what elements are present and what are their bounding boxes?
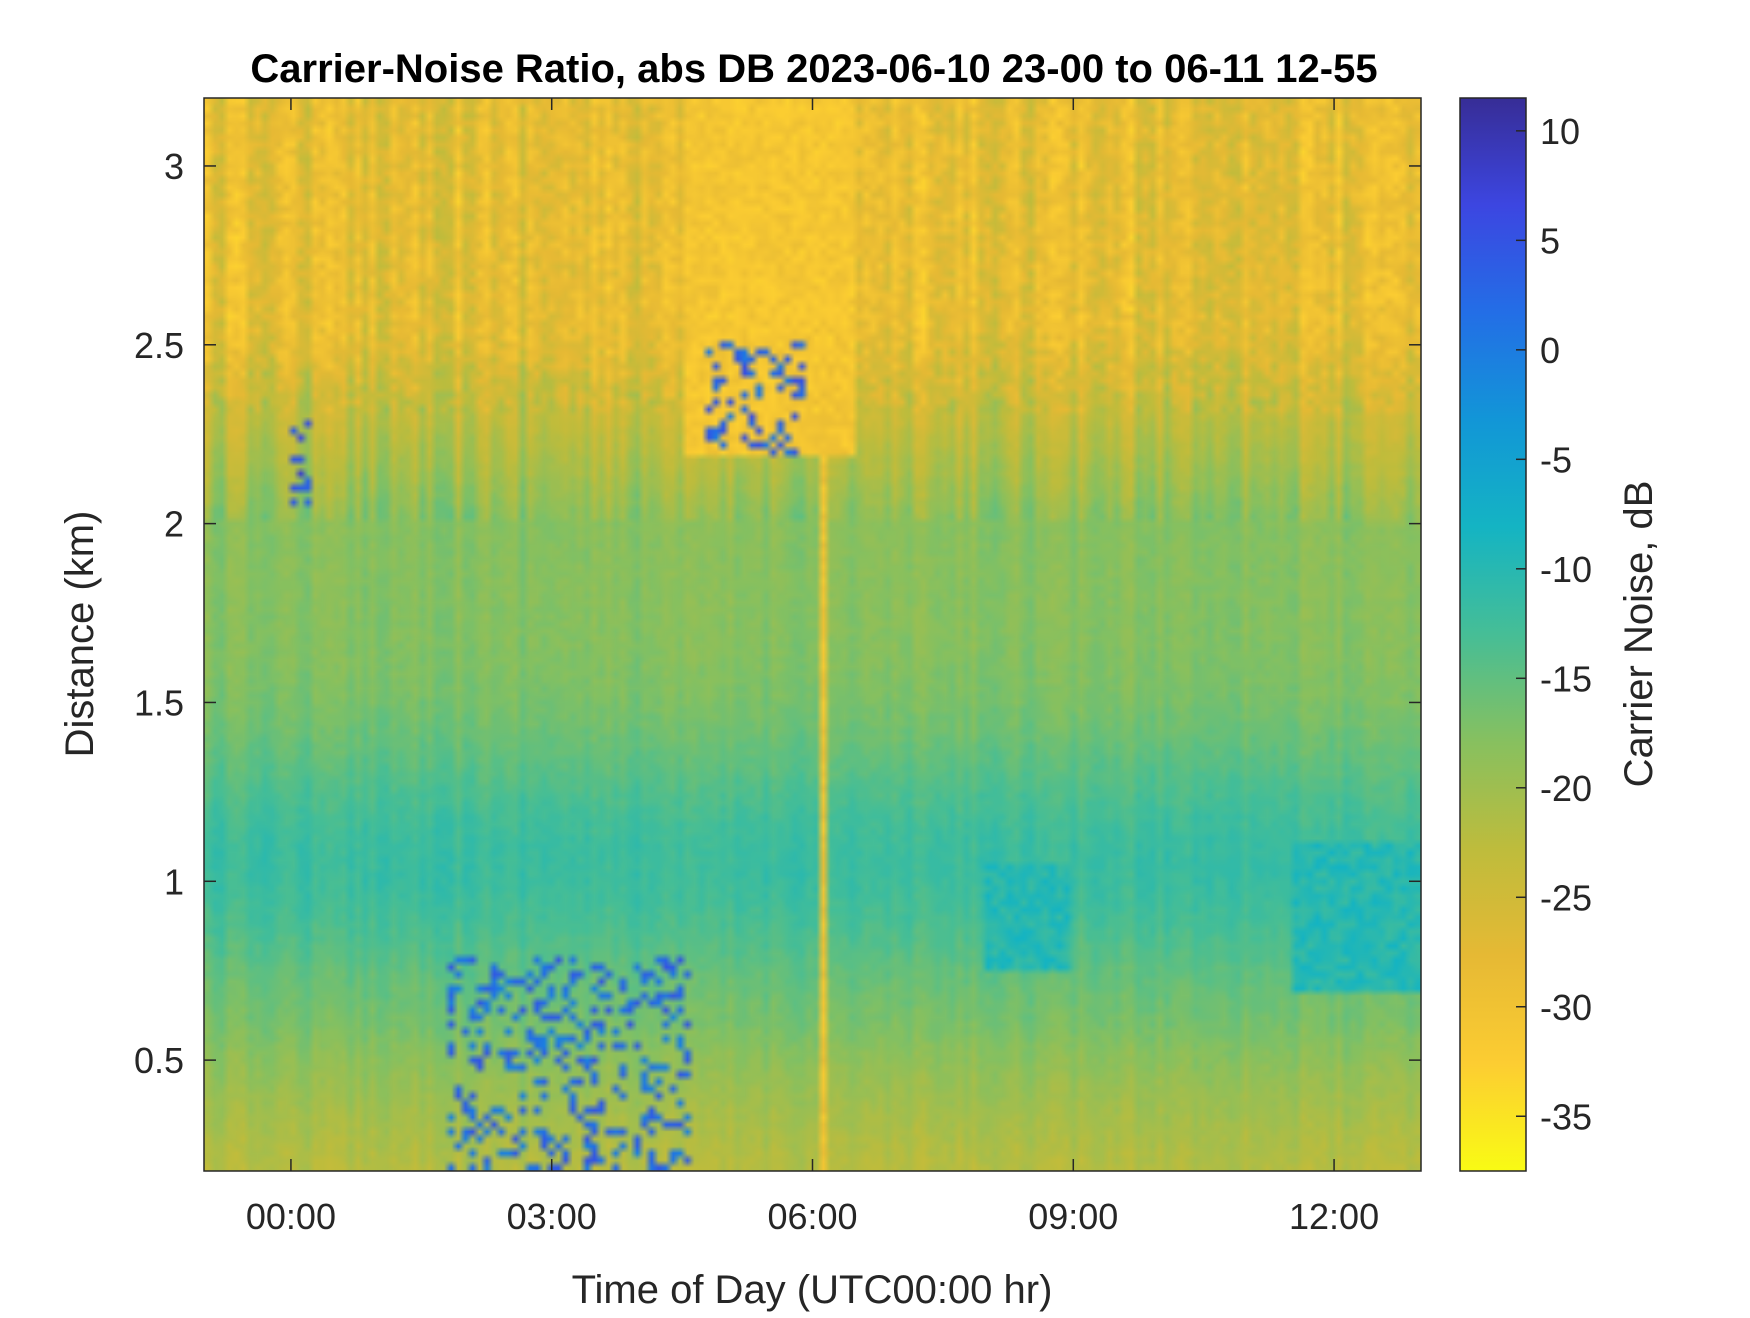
colorbar-tick-label: 0: [1540, 330, 1560, 371]
x-tick-label: 09:00: [1028, 1196, 1118, 1237]
plot-area: [203, 97, 1422, 1172]
heatmap-image: [204, 98, 1421, 1171]
x-tick-label: 12:00: [1289, 1196, 1379, 1237]
colorbar-tick-label: -5: [1540, 439, 1572, 480]
colorbar: 10 5 0 -5 -10 -15 -20 -25 -30 -35 Carrier Noise, …: [1459, 97, 1661, 1172]
x-tick-label: 06:00: [767, 1196, 857, 1237]
y-tick-label: 1.5: [134, 682, 184, 723]
colorbar-gradient: [1459, 97, 1527, 1172]
colorbar-tick-label: -10: [1540, 549, 1592, 590]
colorbar-tick-label: -30: [1540, 987, 1592, 1028]
x-axis-label: Time of Day (UTC00:00 hr): [572, 1268, 1053, 1312]
chart-title: Carrier-Noise Ratio, abs DB 2023-06-10 2…: [250, 47, 1377, 91]
y-tick-label: 2.5: [134, 325, 184, 366]
x-axis: 00:00 03:00 06:00 09:00 12:00: [246, 98, 1379, 1237]
colorbar-tick-label: 10: [1540, 111, 1580, 152]
y-tick-label: 0.5: [134, 1040, 184, 1081]
y-tick-label: 1: [164, 861, 184, 902]
y-axis-label: Distance (km): [58, 511, 102, 758]
colorbar-tick-label: 5: [1540, 220, 1560, 261]
colorbar-tick-label: -35: [1540, 1096, 1592, 1137]
colorbar-ticks: 10 5 0 -5 -10 -15 -20 -25 -30 -35: [1516, 111, 1592, 1137]
y-tick-label: 2: [164, 504, 184, 545]
colorbar-tick-label: -15: [1540, 658, 1592, 699]
colorbar-tick-label: -25: [1540, 877, 1592, 918]
y-tick-label: 3: [164, 146, 184, 187]
y-axis: 0.5 1 1.5 2 2.5 3: [134, 146, 1421, 1081]
colorbar-tick-label: -20: [1540, 768, 1592, 809]
x-tick-label: 00:00: [246, 1196, 336, 1237]
colorbar-label: Carrier Noise, dB: [1617, 481, 1661, 788]
x-tick-label: 03:00: [507, 1196, 597, 1237]
